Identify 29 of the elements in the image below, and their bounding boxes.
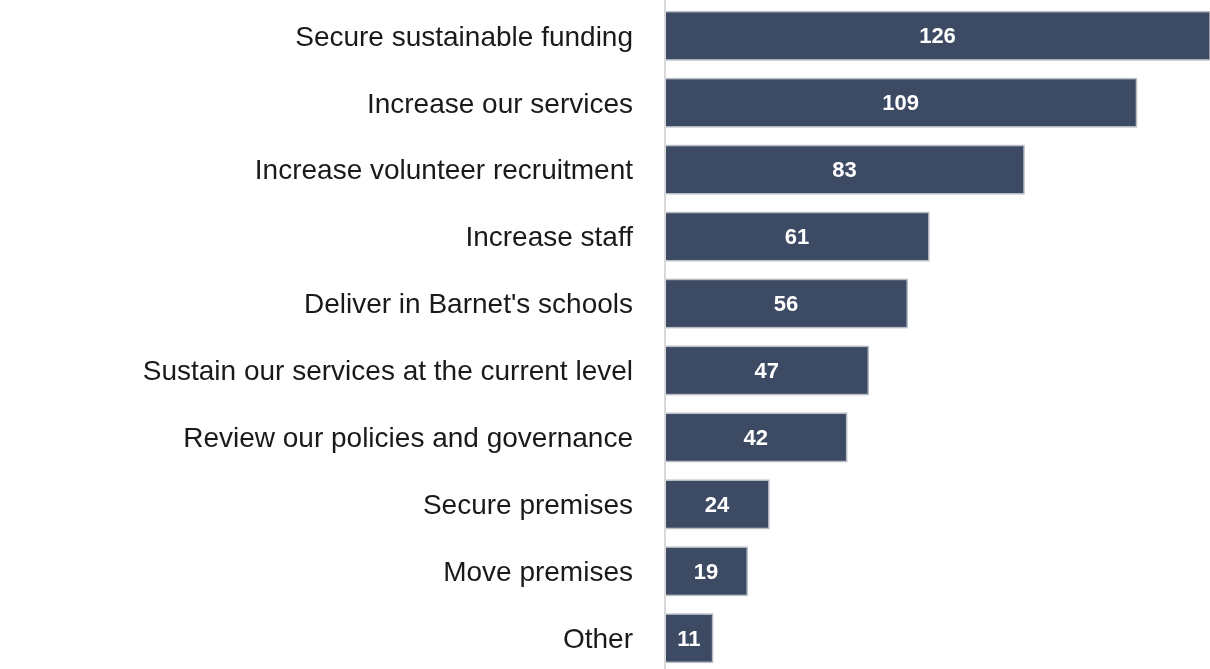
y-tick-label: Review our policies and governance [183,422,633,454]
data-label: 19 [693,558,719,584]
y-tick-label: Deliver in Barnet's schools [303,288,633,320]
bar [664,278,908,329]
data-label: 42 [743,425,769,451]
bar [664,77,1138,128]
bar [664,546,748,597]
y-tick-label: Other [562,623,633,655]
data-label: 56 [773,291,799,317]
data-label: 61 [784,224,810,250]
bar [664,144,1025,195]
data-label: 109 [882,90,920,116]
y-tick-label: Sustain our services at the current level [142,355,633,387]
y-tick-label: Move premises [443,556,633,588]
y-tick-label: Increase staff [465,221,634,253]
data-label: 83 [832,157,857,183]
bar [664,10,1210,61]
data-label: 24 [704,492,730,518]
y-tick-label: Secure premises [422,489,633,521]
bar [664,345,870,396]
data-label: 11 [677,625,701,651]
data-label: 47 [754,358,779,384]
bar [664,211,930,262]
y-tick-label: Increase volunteer recruitment [254,154,634,186]
bar [664,412,848,463]
bar [664,479,770,530]
data-label: 126 [919,23,956,49]
y-tick-label: Increase our services [366,87,633,119]
y-tick-label: Secure sustainable funding [295,20,633,52]
